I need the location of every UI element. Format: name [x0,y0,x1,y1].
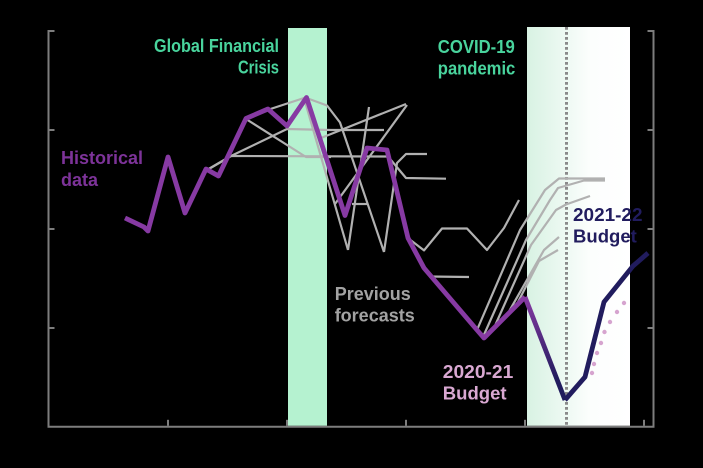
svg-text:Historical: Historical [61,148,143,168]
svg-text:pandemic: pandemic [438,58,516,78]
svg-text:Crisis: Crisis [238,58,279,78]
svg-text:Global Financial: Global Financial [154,36,279,56]
svg-text:2021-22: 2021-22 [573,205,643,225]
svg-text:Budget: Budget [573,227,637,247]
svg-text:2020-21: 2020-21 [443,362,514,382]
svg-text:Previous: Previous [335,284,411,304]
svg-text:forecasts: forecasts [335,305,415,325]
svg-text:data: data [61,170,99,190]
svg-text:Budget: Budget [443,384,507,404]
svg-text:COVID-19: COVID-19 [438,37,515,57]
